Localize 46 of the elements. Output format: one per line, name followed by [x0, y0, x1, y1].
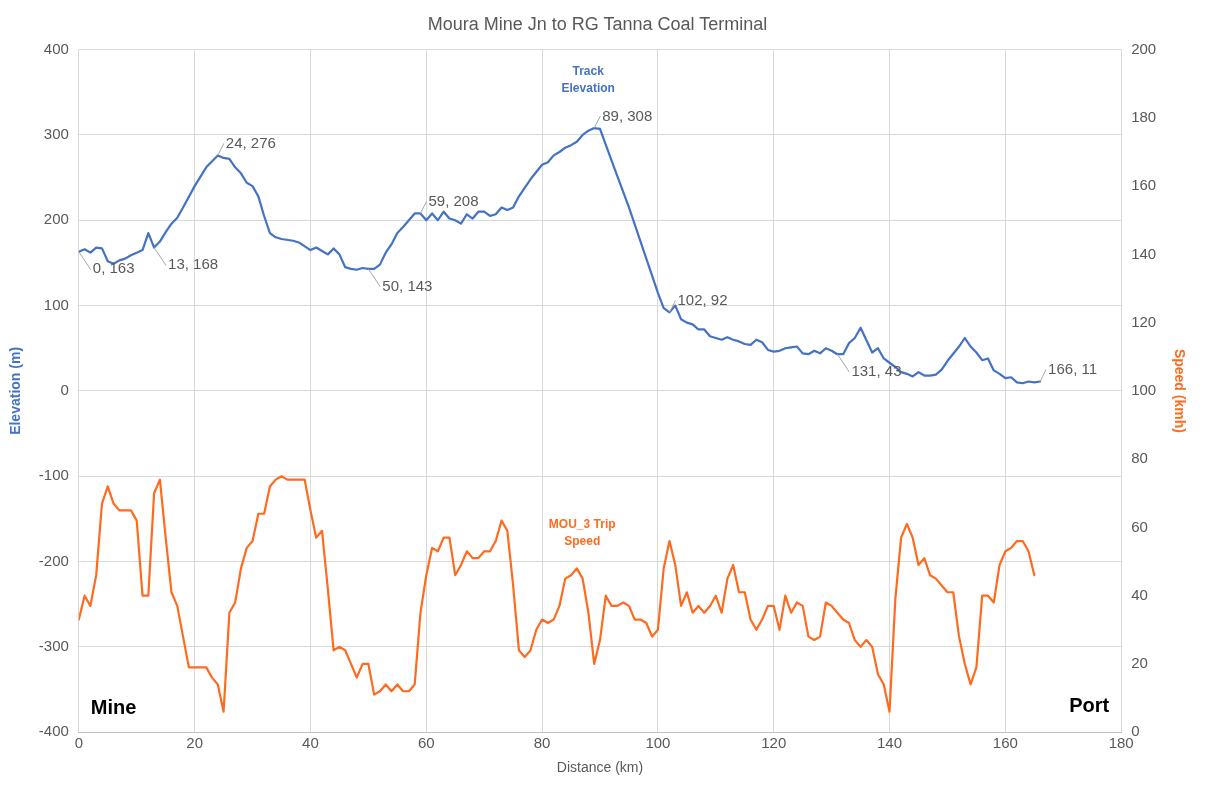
annotation: 131, 43 [851, 361, 902, 379]
annotation: 166, 11 [1048, 360, 1098, 378]
y2-tick-label: 80 [1131, 449, 1148, 467]
x-tick-label: 160 [992, 734, 1018, 752]
y-tick-label: -400 [38, 722, 69, 740]
annotation: 102, 92 [677, 291, 728, 309]
y2-tick-label: 40 [1131, 585, 1148, 603]
y2-tick-label: 120 [1131, 312, 1157, 330]
y-tick-label: -100 [38, 466, 69, 484]
y-tick-label: 300 [43, 125, 69, 143]
y-tick-label: 400 [43, 39, 69, 57]
annotation: 13, 168 [168, 255, 219, 273]
x-tick-label: 40 [302, 734, 319, 752]
x-tick-label: 20 [186, 734, 203, 752]
x-tick-label: 140 [877, 734, 903, 752]
x-tick-label: 60 [417, 734, 435, 752]
y2-axis-title: Speed (kmh) [1171, 348, 1188, 433]
y2-tick-label: 60 [1131, 517, 1148, 535]
y2-tick-label: 0 [1131, 722, 1140, 740]
annotation: Mine [90, 696, 137, 719]
y2-tick-label: 100 [1131, 381, 1157, 399]
chart-title: Moura Mine Jn to RG Tanna Coal Terminal [427, 13, 768, 34]
y-tick-label: 0 [60, 381, 69, 399]
y-tick-label: -200 [38, 551, 69, 569]
annotation: Port [1069, 694, 1110, 717]
y-tick-label: 200 [43, 210, 69, 228]
y2-tick-label: 140 [1131, 244, 1157, 262]
y-tick-label: -300 [38, 637, 69, 655]
annotation: 0, 163 [92, 259, 135, 277]
y-tick-label: 100 [43, 295, 69, 313]
y2-tick-label: 160 [1131, 176, 1157, 194]
y2-tick-label: 20 [1131, 654, 1148, 672]
annotation: 89, 308 [602, 106, 653, 124]
text: Track Elevation [561, 64, 615, 96]
annotation: 59, 208 [428, 192, 479, 210]
y2-tick-label: 200 [1131, 39, 1157, 57]
annotation: 24, 276 [225, 134, 276, 152]
text: MOU_3 Trip Speed [548, 516, 616, 548]
annotation: 50, 143 [382, 276, 433, 294]
x-tick-label: 80 [533, 734, 551, 752]
x-tick-label: 0 [74, 734, 83, 752]
y2-tick-label: 180 [1131, 108, 1157, 125]
x-tick-label: 120 [761, 734, 787, 752]
y-axis-title: Elevation (m) [7, 346, 24, 435]
x-tick-label: 100 [645, 734, 671, 752]
x-axis-title: Distance (km) [556, 759, 644, 776]
